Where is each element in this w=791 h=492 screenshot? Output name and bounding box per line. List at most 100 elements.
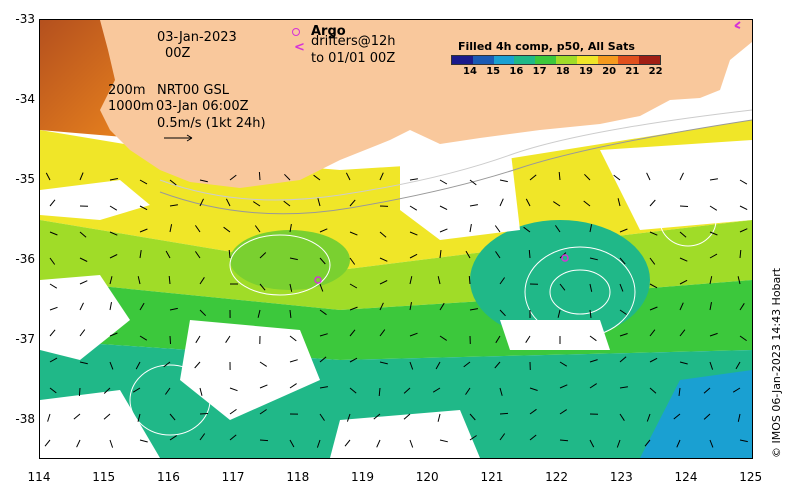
current-vector: [379, 361, 388, 365]
current-vector: [557, 309, 561, 318]
current-vector: [739, 249, 742, 259]
x-tick-label: 122: [545, 470, 569, 484]
eddy-contour: [524, 246, 636, 338]
current-vector: [137, 413, 141, 422]
current-vector: [554, 225, 561, 233]
current-vector: [168, 275, 171, 285]
current-vector: [649, 387, 657, 394]
map-frame[interactable]: [39, 19, 753, 459]
current-vector: [644, 439, 651, 447]
colorbar-tick-label: 17: [532, 66, 547, 77]
current-vector: [469, 204, 478, 207]
eddy-contour: [129, 364, 211, 436]
current-vector: [589, 224, 593, 233]
drifter-legend-icon: <: [294, 40, 305, 55]
colorbar-tick-label: 21: [625, 66, 640, 77]
y-tick-label: -35: [15, 172, 35, 186]
colorbar-segment: [555, 56, 577, 64]
current-vector: [45, 172, 51, 181]
current-vector: [735, 361, 741, 370]
current-vector: [289, 224, 292, 233]
x-tick-label: 117: [221, 470, 245, 484]
current-vector: [73, 413, 81, 420]
current-vector: [465, 387, 471, 395]
current-vector: [679, 279, 688, 285]
current-vector: [319, 386, 328, 389]
current-vector: [679, 302, 684, 311]
current-vector: [409, 253, 418, 259]
current-vector: [737, 276, 741, 285]
current-vector: [139, 302, 145, 311]
current-vector: [499, 277, 506, 285]
current-vector: [139, 205, 148, 211]
current-vector: [739, 228, 748, 233]
current-vector: [649, 257, 656, 265]
current-vector: [499, 179, 508, 183]
current-vector: [589, 383, 597, 389]
current-vector: [109, 178, 118, 181]
x-tick-label: 121: [480, 470, 504, 484]
current-vector: [169, 179, 177, 186]
current-vector: [49, 329, 56, 337]
current-vector: [379, 280, 388, 285]
colorbar-tick-label: 18: [555, 66, 570, 77]
colorbar-tick-label: 15: [486, 66, 501, 77]
argo-float-marker[interactable]: [314, 276, 322, 284]
current-vector: [163, 361, 171, 368]
current-vector: [139, 439, 148, 443]
current-vector: [589, 359, 598, 363]
current-vector: [225, 198, 231, 207]
current-vector: [319, 309, 327, 316]
colorbar-segment: [472, 56, 494, 64]
current-vector: [739, 439, 748, 443]
current-vector: [109, 332, 118, 337]
current-vector: [709, 361, 714, 370]
current-vector: [709, 302, 712, 311]
current-vector: [228, 249, 231, 259]
current-vector: [559, 384, 568, 389]
current-vector: [679, 257, 688, 262]
y-tick-label: -36: [15, 252, 35, 266]
current-vector: [739, 205, 748, 211]
current-vector: [529, 387, 538, 391]
current-vector: [109, 205, 118, 211]
current-vector: [619, 333, 628, 337]
drifters-label: drifters@12h: [311, 34, 396, 49]
current-vector: [469, 224, 472, 233]
current-vector: [259, 439, 269, 442]
sst-map[interactable]: [40, 20, 752, 458]
current-vector: [468, 275, 471, 285]
current-vector: [283, 200, 291, 207]
current-vector: [139, 179, 148, 185]
current-vector: [373, 413, 381, 420]
scale-label: 0.5m/s (1kt 24h): [157, 116, 266, 131]
current-vector: [379, 302, 384, 311]
current-vector: [679, 329, 686, 337]
current-vector: [409, 332, 418, 337]
y-tick-label: -33: [15, 12, 35, 26]
current-vector: [169, 413, 176, 421]
drifter-marker[interactable]: [734, 21, 741, 29]
current-vector: [139, 335, 148, 341]
x-tick-label: 114: [27, 470, 51, 484]
current-vector: [346, 413, 351, 422]
current-vector: [709, 276, 713, 285]
current-vector: [737, 413, 741, 422]
current-vector: [469, 179, 477, 186]
current-vector: [258, 171, 261, 181]
current-vector: [109, 276, 113, 285]
current-vector: [619, 356, 627, 363]
current-vector: [259, 283, 266, 291]
current-vector: [169, 307, 178, 311]
current-vector: [223, 226, 231, 233]
current-vector: [732, 387, 741, 393]
current-vector: [619, 228, 628, 233]
argo-float-marker[interactable]: [561, 254, 569, 262]
current-vector: [229, 387, 238, 392]
current-vector: [76, 439, 81, 448]
current-vector: [195, 335, 201, 344]
current-vector: [432, 387, 441, 393]
current-vector: [49, 199, 56, 207]
colorbar-segment: [618, 56, 640, 64]
date-line1: 03-Jan-2023: [157, 30, 237, 45]
